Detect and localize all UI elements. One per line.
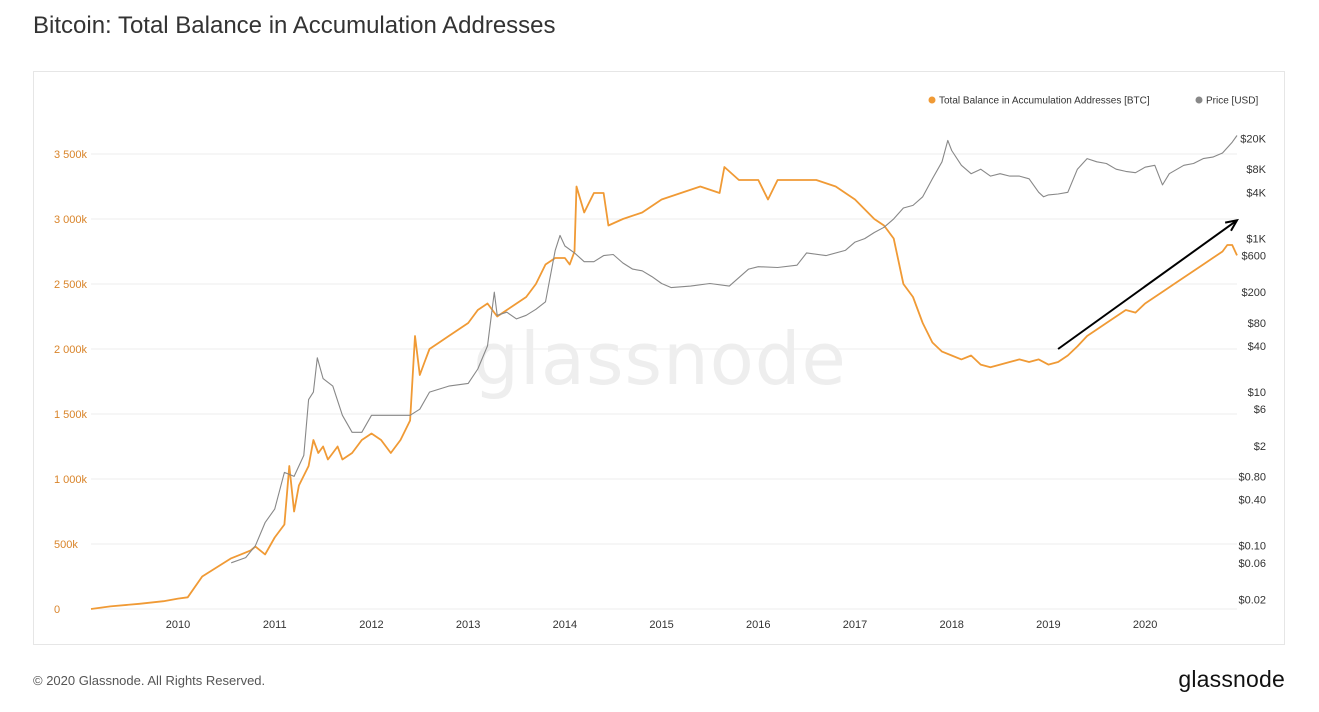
y-right-tick-label: $8K <box>1246 164 1266 176</box>
y-left-tick-label: 3 500k <box>54 149 88 161</box>
y-left-tick-label: 1 000k <box>54 474 88 486</box>
right-axis: $0.02 $0.06 $0.10 $0.40 $0.80 $2 $6 $10 $40 $80 $2… <box>1238 134 1266 607</box>
series-group <box>90 135 1238 610</box>
y-left-tick-label: 2 500k <box>54 279 88 291</box>
annotation-arrow-line <box>1057 219 1238 350</box>
y-right-tick-label: $600 <box>1242 251 1266 263</box>
y-right-tick-label: $0.10 <box>1238 541 1266 553</box>
y-right-tick-label: $10 <box>1248 387 1266 399</box>
y-right-tick-label: $200 <box>1242 287 1266 299</box>
x-tick-label: 2016 <box>746 619 770 631</box>
y-left-tick-label: 1 500k <box>54 409 88 421</box>
legend-marker-price <box>1195 96 1203 104</box>
chart-svg: glassnode 0 500k 1 000k 1 500k 2 000k 2 500k 3… <box>54 96 1267 632</box>
y-right-tick-label: $6 <box>1254 404 1266 416</box>
series-line-balance <box>90 166 1238 610</box>
x-tick-label: 2020 <box>1133 619 1157 631</box>
legend-label-balance[interactable]: Total Balance in Accumulation Addresses … <box>939 96 1150 107</box>
legend[interactable]: Total Balance in Accumulation Addresses … <box>928 96 1259 107</box>
y-right-tick-label: $20K <box>1240 134 1266 146</box>
legend-marker-balance <box>928 96 936 104</box>
x-tick-label: 2010 <box>166 619 190 631</box>
y-left-tick-label: 0 <box>54 604 60 616</box>
x-tick-label: 2015 <box>649 619 673 631</box>
series-line-price <box>231 135 1238 564</box>
x-tick-label: 2011 <box>263 619 287 631</box>
y-right-tick-label: $80 <box>1248 318 1266 330</box>
x-tick-label: 2014 <box>553 619 577 631</box>
x-tick-label: 2019 <box>1036 619 1060 631</box>
annotation-arrow-head <box>1224 218 1239 232</box>
left-axis: 0 500k 1 000k 1 500k 2 000k 2 500k 3 000k 3 500… <box>54 149 88 616</box>
x-tick-label: 2013 <box>456 619 480 631</box>
y-left-tick-label: 500k <box>54 539 78 551</box>
y-right-tick-label: $2 <box>1254 441 1266 453</box>
y-right-tick-label: $4K <box>1246 187 1266 199</box>
y-right-tick-label: $0.40 <box>1238 494 1266 506</box>
y-right-tick-label: $0.80 <box>1238 471 1266 483</box>
footer-logo[interactable]: glassnode <box>1178 666 1285 692</box>
y-right-tick-label: $40 <box>1248 341 1266 353</box>
chart-title: Bitcoin: Total Balance in Accumulation A… <box>33 12 556 39</box>
y-right-tick-label: $0.02 <box>1238 594 1266 606</box>
watermark: glassnode <box>473 317 847 401</box>
chart-frame: glassnode 0 500k 1 000k 1 500k 2 000k 2 500k 3… <box>33 71 1285 645</box>
y-left-tick-label: 3 000k <box>54 214 88 226</box>
legend-label-price[interactable]: Price [USD] <box>1206 96 1258 107</box>
x-tick-label: 2017 <box>843 619 867 631</box>
x-tick-label: 2012 <box>359 619 383 631</box>
x-axis: 2010 2011 2012 2013 2014 2015 2016 2017 2018 2019… <box>166 619 1158 631</box>
y-right-tick-label: $0.06 <box>1238 558 1266 570</box>
x-tick-label: 2018 <box>939 619 963 631</box>
y-right-tick-label: $1K <box>1246 234 1266 246</box>
y-left-tick-label: 2 000k <box>54 344 88 356</box>
annotation-group <box>1057 218 1239 350</box>
footer-copyright: © 2020 Glassnode. All Rights Reserved. <box>33 673 266 688</box>
